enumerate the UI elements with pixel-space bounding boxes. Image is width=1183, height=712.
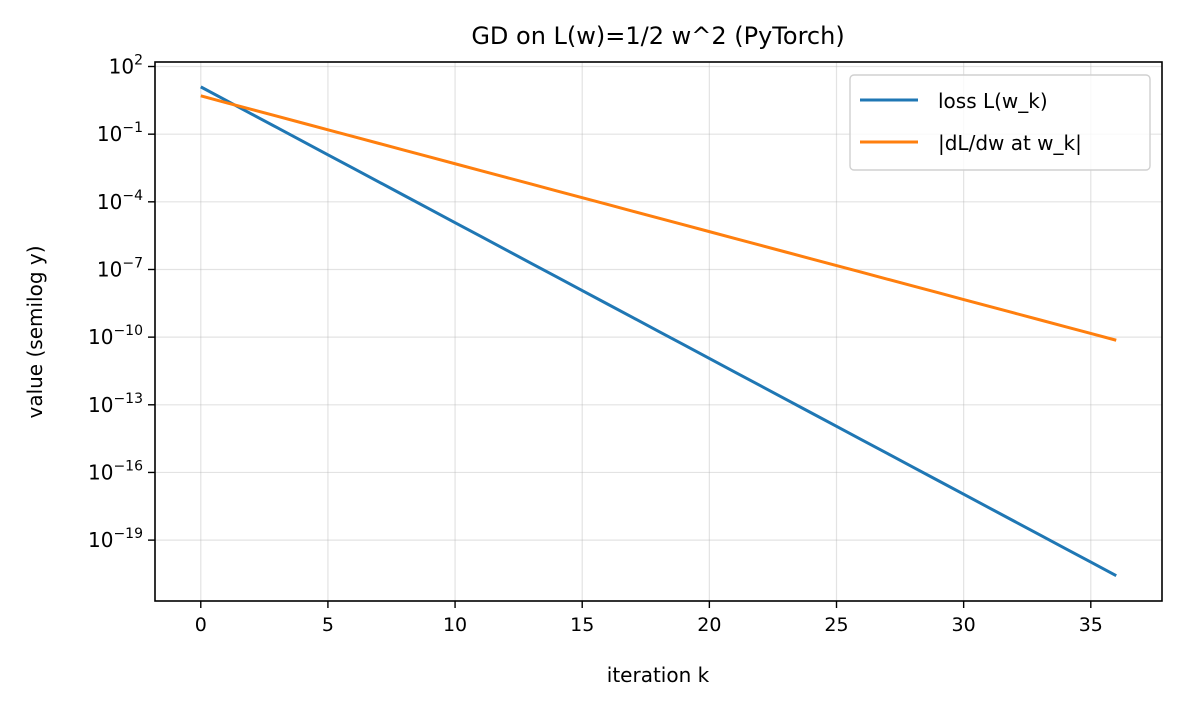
chart-title: GD on L(w)=1/2 w^2 (PyTorch) xyxy=(471,22,844,50)
x-tick-label: 25 xyxy=(824,614,848,636)
legend-box xyxy=(849,74,1151,171)
x-tick-label: 35 xyxy=(1079,614,1103,636)
y-tick-label: 10−13 xyxy=(88,391,143,417)
y-tick-label: 10−7 xyxy=(97,255,143,281)
legend-label-loss: loss L(w_k) xyxy=(938,89,1048,113)
y-tick-label: 102 xyxy=(109,53,143,79)
legend-label-grad: |dL/dw at w_k| xyxy=(938,131,1082,155)
x-tick-label: 30 xyxy=(952,614,976,636)
y-axis-label: value (semilog y) xyxy=(23,245,47,418)
y-tick-label: 10−19 xyxy=(88,526,143,552)
y-tick-label: 10−1 xyxy=(97,120,143,146)
x-tick-label: 5 xyxy=(322,614,334,636)
x-axis-label: iteration k xyxy=(607,663,710,687)
y-tick-label: 10−10 xyxy=(88,323,143,349)
x-tick-label: 15 xyxy=(570,614,594,636)
y-tick-label: 10−16 xyxy=(88,458,143,484)
y-tick-label: 10−4 xyxy=(97,188,143,214)
series-group xyxy=(200,85,1117,578)
series-line-0 xyxy=(200,85,1117,578)
series-line-1 xyxy=(200,94,1117,342)
axes-frame xyxy=(154,61,1163,602)
x-tick-label: 20 xyxy=(697,614,721,636)
ticks: 0 5 10 15 20 25 30 35 102 10−1 10−4 10−7 10−10 10−13 1… xyxy=(88,53,1103,636)
legend: loss L(w_k) |dL/dw at w_k| xyxy=(849,74,1151,171)
x-tick-label: 0 xyxy=(195,614,207,636)
x-tick-label: 10 xyxy=(443,614,467,636)
